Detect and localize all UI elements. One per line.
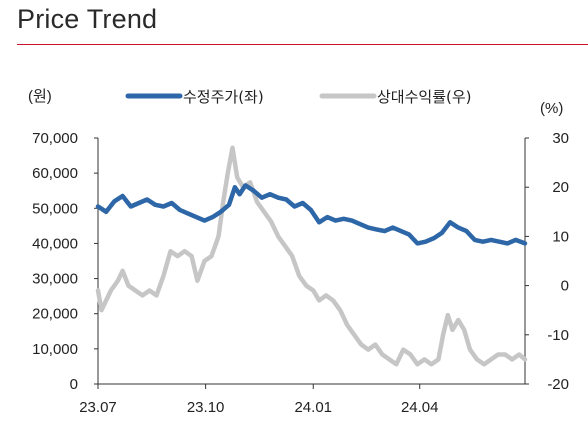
right-tick-label: 30 (552, 130, 569, 147)
series-line-price (95, 183, 528, 246)
x-tick-label: 23.10 (187, 399, 225, 416)
right-tick-label: 10 (552, 228, 569, 245)
series-line-relative-return (95, 145, 528, 367)
page-title: Price Trend (17, 4, 158, 34)
right-tick-label: -20 (547, 376, 569, 393)
left-tick-label: 10,000 (32, 341, 78, 358)
title-divider (17, 44, 588, 45)
left-tick-label: 0 (70, 376, 78, 393)
left-tick-label: 70,000 (32, 130, 78, 147)
x-tick-label: 24.04 (401, 399, 439, 416)
left-axis-unit: (원) (28, 88, 52, 105)
left-tick-label: 30,000 (32, 271, 78, 288)
right-tick-label: 0 (561, 278, 569, 295)
right-tick-label: -10 (547, 327, 569, 344)
left-tick-label: 50,000 (32, 200, 78, 217)
right-tick-label: 20 (552, 179, 569, 196)
x-tick-label: 24.01 (294, 399, 332, 416)
left-tick-label: 60,000 (32, 165, 78, 182)
series-lines (95, 145, 528, 367)
left-tick-label: 20,000 (32, 306, 78, 323)
legend-label-price: 수정주가(좌) (183, 88, 264, 106)
legend-label-relative-return: 상대수익률(우) (377, 88, 472, 106)
left-tick-label: 40,000 (32, 235, 78, 252)
legend: 수정주가(좌) 상대수익률(우) (125, 88, 472, 106)
axes: 0 10,000 20,000 30,000 40,000 50,000 60,000 70,… (32, 130, 569, 416)
right-axis-unit: (%) (540, 100, 563, 117)
x-tick-label: 23.07 (79, 399, 117, 416)
